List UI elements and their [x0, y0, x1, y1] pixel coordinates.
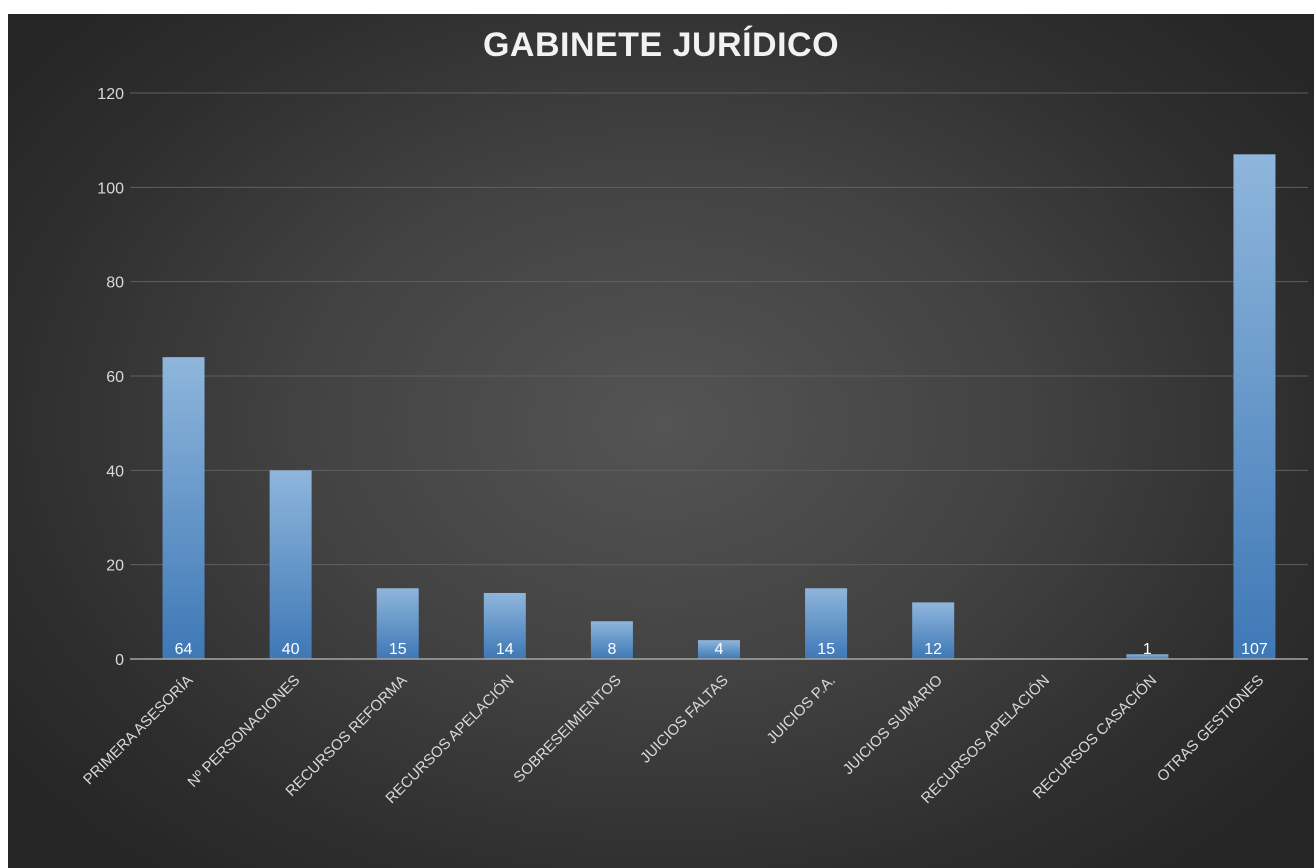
data-label: 14 — [496, 641, 514, 658]
bar — [1126, 654, 1169, 659]
y-axis-ticks: 0 20 40 60 80 100 120 — [97, 86, 124, 669]
y-tick-label: 100 — [97, 180, 124, 197]
x-tick-label: Nº PERSONACIONES — [184, 672, 303, 791]
data-label: 40 — [282, 641, 300, 658]
bar — [805, 588, 848, 659]
bars — [162, 154, 1276, 660]
bar — [1233, 154, 1276, 660]
x-tick-label: PRIMERA ASESORÍA — [80, 672, 196, 788]
y-tick-label: 20 — [106, 558, 124, 575]
data-label: 1 — [1143, 641, 1152, 658]
x-tick-label: SOBRESEIMIENTOS — [510, 672, 624, 786]
data-labels: 64 40 15 14 8 4 15 12 1 107 — [175, 641, 1268, 658]
x-tick-label: JUICIOS P.A. — [763, 672, 838, 747]
x-tick-label: RECURSOS CASACIÓN — [1030, 672, 1160, 802]
data-label: 64 — [175, 641, 193, 658]
bar — [698, 640, 740, 659]
data-label: 15 — [817, 641, 835, 658]
bar — [376, 588, 419, 659]
data-label: 8 — [607, 641, 616, 658]
data-label: 12 — [924, 641, 942, 658]
data-label: 107 — [1241, 641, 1268, 658]
data-label: 4 — [715, 641, 724, 658]
y-tick-label: 40 — [106, 463, 124, 480]
x-tick-label: JUICIOS FALTAS — [637, 672, 732, 767]
bar — [590, 621, 633, 659]
bar — [269, 470, 312, 659]
chart-area: GABINETE JURÍDICO 0 20 40 60 80 100 120 64 40 15… — [8, 14, 1314, 868]
y-tick-label: 60 — [106, 369, 124, 386]
bar — [162, 357, 205, 659]
y-tick-label: 80 — [106, 275, 124, 292]
plot-area: 0 20 40 60 80 100 120 64 40 15 14 8 4 15 12 1 107 PRIME… — [80, 86, 1308, 807]
bar — [912, 602, 955, 659]
x-tick-label: OTRAS GESTIONES — [1154, 672, 1267, 785]
x-tick-label: JUICIOS SUMARIO — [840, 672, 946, 778]
y-tick-label: 120 — [97, 86, 124, 103]
x-tick-label: RECURSOS APELACIÓN — [382, 672, 517, 807]
gridlines — [130, 92, 1308, 566]
y-tick-label: 0 — [115, 652, 124, 669]
x-tick-label: RECURSOS REFORMA — [282, 672, 410, 800]
chart-title: GABINETE JURÍDICO — [482, 26, 840, 64]
data-label: 15 — [389, 641, 407, 658]
bar — [483, 592, 526, 659]
